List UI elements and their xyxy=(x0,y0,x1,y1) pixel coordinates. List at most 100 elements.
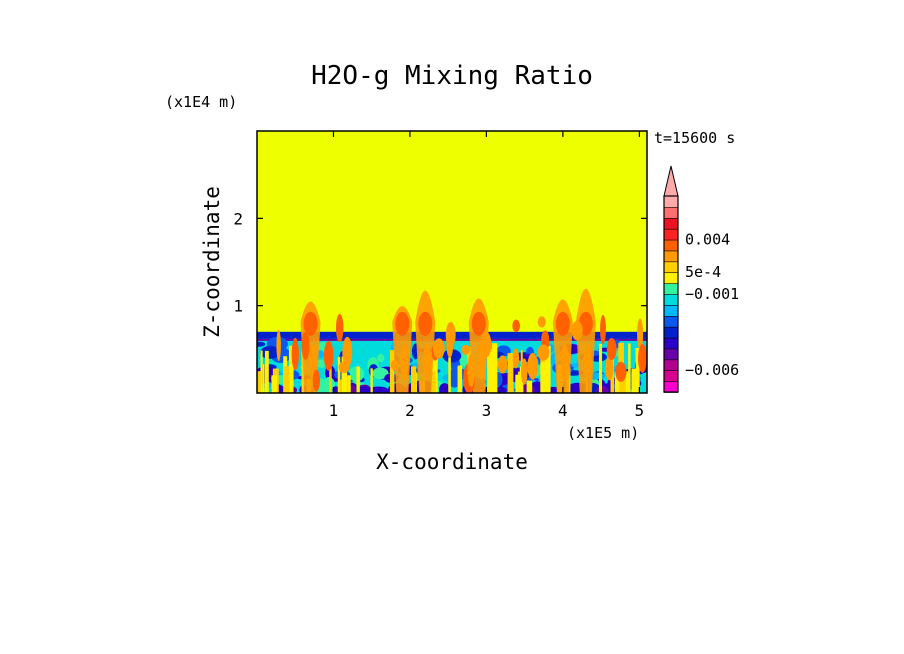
field-updraft xyxy=(339,380,342,393)
field-updraft xyxy=(289,345,294,393)
field-updraft xyxy=(264,350,269,393)
time-label: t=15600 s xyxy=(654,129,735,147)
field-updraft xyxy=(491,343,498,393)
colorbar-segment xyxy=(663,315,679,328)
field-plume-fragment xyxy=(301,331,310,360)
x-axis: 1 2 3 4 5 xyxy=(329,131,645,420)
field-plume-core xyxy=(395,311,410,336)
field-updraft xyxy=(337,356,341,393)
x-tick-label: 1 xyxy=(329,401,339,420)
field-updraft xyxy=(526,380,533,393)
field-plume-fragment xyxy=(480,331,492,358)
field-updraft xyxy=(257,371,261,393)
field-updraft xyxy=(519,366,524,393)
field-updraft xyxy=(598,343,603,393)
chart-title: H2O-g Mixing Ratio xyxy=(311,61,593,91)
x-tick-label: 3 xyxy=(482,401,492,420)
field-plume-core xyxy=(308,343,317,380)
colorbar-extend-arrow xyxy=(663,165,679,197)
field-plume-fragment xyxy=(497,355,508,374)
field-plume-fragment xyxy=(276,329,281,362)
field-plume-core xyxy=(418,311,433,336)
field-updraft xyxy=(457,365,463,393)
field-updraft xyxy=(347,375,351,393)
field-patch xyxy=(438,383,451,393)
colorbar-frame xyxy=(663,195,679,393)
field-plume-fragment xyxy=(512,319,521,333)
field-updraft xyxy=(329,363,332,393)
field-updraft xyxy=(628,343,631,393)
field-plume-fragment xyxy=(312,369,321,392)
heatmap-field xyxy=(257,131,647,393)
field-updraft xyxy=(489,367,492,393)
field-updraft xyxy=(614,371,620,393)
colorbar-segment xyxy=(663,261,679,274)
colorbar-segment xyxy=(663,304,679,317)
field-plume-fragment xyxy=(537,344,550,361)
field-plume-fragment xyxy=(338,361,350,374)
field-updraft xyxy=(507,353,514,393)
colorbar-segment xyxy=(663,239,679,252)
y-unit-label: (x1E4 m) xyxy=(165,93,237,111)
colorbar xyxy=(663,165,679,393)
colorbar-segment xyxy=(663,369,679,382)
colorbar-segment xyxy=(663,195,679,208)
field-updraft xyxy=(271,375,277,393)
field-plume-fragment xyxy=(335,313,344,343)
field-plume-core xyxy=(583,343,592,380)
field-plume-core xyxy=(400,343,409,380)
field-plume-core xyxy=(555,311,570,336)
field-updraft xyxy=(370,368,373,393)
colorbar-segment xyxy=(663,228,679,241)
field-plume-fragment xyxy=(461,344,471,355)
field-updraft xyxy=(631,368,637,393)
field-updraft xyxy=(283,366,290,393)
x-tick-label: 5 xyxy=(635,401,645,420)
field-updraft xyxy=(515,374,521,393)
field-plume-fragment xyxy=(637,318,644,350)
field-plume-fragment xyxy=(390,359,399,371)
field-updraft xyxy=(625,371,630,393)
field-plume-fragment xyxy=(445,321,456,348)
field-updraft xyxy=(622,369,626,393)
colorbar-tick-label: −0.006 xyxy=(685,361,739,379)
field-patch xyxy=(332,386,339,393)
y-tick-label: 2 xyxy=(233,209,243,228)
field-updraft xyxy=(260,350,263,393)
colorbar-segment xyxy=(663,348,679,361)
field-plume-core xyxy=(423,343,432,380)
field-updraft xyxy=(540,362,545,393)
field-plume-fragment xyxy=(520,358,528,385)
field-plume-fragment xyxy=(606,338,617,361)
field-plume-core xyxy=(471,311,486,336)
colorbar-segment xyxy=(663,271,679,284)
field-updraft xyxy=(448,357,451,393)
field-updraft xyxy=(410,366,417,393)
field-plume-fragment xyxy=(291,337,299,371)
field-plume-fragment xyxy=(323,340,334,371)
colorbar-segment xyxy=(663,206,679,219)
y-tick-label: 1 xyxy=(233,297,243,316)
x-tick-label: 4 xyxy=(558,401,568,420)
field-updraft xyxy=(301,348,305,393)
field-plume-fragment xyxy=(342,336,353,368)
field-patch xyxy=(257,341,266,347)
colorbar-segment xyxy=(663,380,679,393)
field-plume-fragment xyxy=(582,355,587,369)
field-patch xyxy=(372,367,389,380)
field-patch xyxy=(322,377,335,393)
plot-frame xyxy=(256,130,648,394)
field-patch xyxy=(357,386,372,393)
field-updraft xyxy=(341,356,348,393)
y-axis: 12 xyxy=(233,209,647,316)
field-updraft xyxy=(262,364,265,393)
field-updraft xyxy=(431,371,436,393)
field-plume-core xyxy=(303,311,318,336)
field-plume-fragment xyxy=(638,343,647,373)
colorbar-segment xyxy=(663,250,679,263)
field-plume-fragment xyxy=(558,350,571,362)
x-axis-label: X-coordinate xyxy=(376,450,528,474)
field-patch xyxy=(377,353,385,363)
field-plume-core xyxy=(560,343,569,380)
